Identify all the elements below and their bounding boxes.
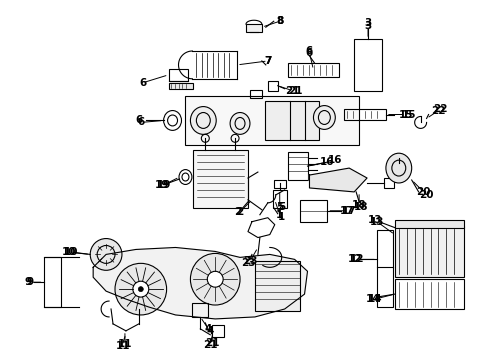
Text: 7: 7: [264, 56, 271, 66]
Text: 14: 14: [365, 294, 380, 304]
Text: 8: 8: [276, 16, 283, 26]
Text: 17: 17: [339, 206, 354, 216]
Bar: [193, 150, 247, 208]
Text: 9: 9: [24, 277, 31, 287]
Text: 16: 16: [320, 157, 334, 167]
Text: 6: 6: [305, 48, 312, 58]
Ellipse shape: [138, 287, 143, 292]
Text: 23: 23: [240, 258, 255, 268]
Text: 8: 8: [276, 16, 283, 26]
Text: 19: 19: [156, 180, 170, 190]
Ellipse shape: [115, 264, 166, 315]
Bar: [287, 152, 307, 180]
Text: 23: 23: [242, 256, 257, 266]
Bar: [376, 230, 392, 307]
Bar: [192, 303, 208, 317]
Text: 13: 13: [369, 217, 384, 227]
Text: 3: 3: [364, 21, 371, 31]
Bar: [264, 100, 319, 140]
Text: 11: 11: [116, 341, 130, 351]
Bar: [249, 90, 262, 98]
Bar: [394, 220, 463, 228]
Text: 11: 11: [118, 339, 132, 349]
Text: 2: 2: [234, 207, 241, 217]
Text: 16: 16: [327, 155, 342, 165]
Text: 19: 19: [154, 180, 168, 190]
Bar: [383, 178, 393, 188]
Bar: [394, 279, 463, 309]
Text: 2: 2: [236, 207, 243, 217]
Bar: [287, 63, 339, 77]
Bar: [267, 81, 277, 91]
Text: 18: 18: [353, 202, 367, 212]
Polygon shape: [309, 168, 366, 192]
Text: 4: 4: [204, 324, 211, 334]
Bar: [272, 190, 286, 208]
Text: 5: 5: [276, 202, 283, 212]
Bar: [245, 24, 262, 32]
Bar: [168, 83, 193, 89]
Polygon shape: [93, 247, 307, 319]
Text: 21: 21: [288, 86, 302, 96]
Bar: [273, 180, 285, 188]
Ellipse shape: [133, 281, 148, 297]
Text: 7: 7: [264, 56, 271, 66]
Text: 1: 1: [276, 210, 283, 220]
Text: 22: 22: [430, 105, 445, 116]
Text: 21: 21: [285, 86, 299, 96]
Ellipse shape: [190, 253, 240, 305]
Text: 12: 12: [347, 255, 362, 264]
Text: 6: 6: [139, 78, 146, 88]
Text: 12: 12: [349, 255, 364, 264]
Bar: [185, 96, 358, 145]
Text: 6: 6: [135, 116, 142, 126]
Text: 21: 21: [204, 338, 219, 348]
Bar: [344, 109, 385, 121]
Bar: [43, 257, 61, 307]
Text: 20: 20: [419, 190, 433, 200]
Bar: [394, 226, 463, 277]
Text: 4: 4: [206, 326, 214, 336]
Bar: [212, 325, 224, 337]
Text: 14: 14: [367, 294, 382, 304]
Text: 13: 13: [367, 215, 382, 225]
Bar: [254, 261, 299, 311]
Text: 6: 6: [137, 117, 144, 127]
Text: 10: 10: [64, 247, 79, 257]
Text: 5: 5: [278, 202, 285, 212]
Text: 9: 9: [26, 277, 33, 287]
Text: 10: 10: [62, 247, 77, 257]
Text: 15: 15: [398, 109, 412, 120]
Text: 15: 15: [401, 109, 415, 120]
Ellipse shape: [190, 107, 216, 134]
Ellipse shape: [230, 113, 249, 134]
Text: 6: 6: [305, 46, 312, 56]
Text: 18: 18: [351, 200, 366, 210]
Ellipse shape: [207, 271, 223, 287]
Ellipse shape: [385, 153, 411, 183]
Text: 17: 17: [341, 206, 356, 216]
Ellipse shape: [313, 105, 335, 129]
Text: 21: 21: [203, 340, 217, 350]
Text: 3: 3: [364, 18, 371, 28]
Bar: [299, 200, 326, 222]
Text: 1: 1: [278, 212, 285, 222]
Text: 20: 20: [415, 187, 430, 197]
Bar: [353, 39, 381, 91]
Bar: [168, 69, 188, 81]
Text: 22: 22: [432, 104, 447, 113]
Ellipse shape: [90, 239, 122, 270]
